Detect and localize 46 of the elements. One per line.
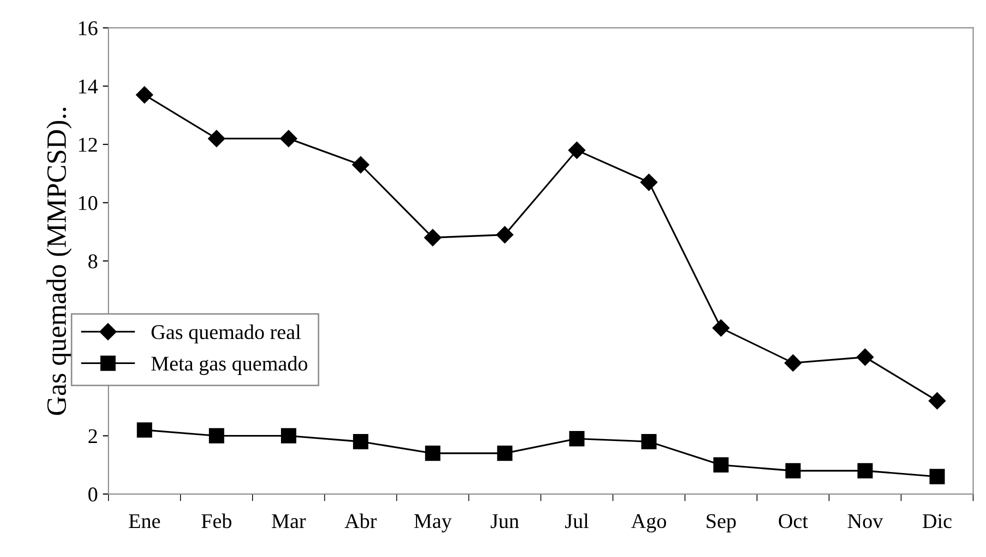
- point: [353, 434, 368, 450]
- point: [930, 468, 945, 484]
- x-tick-label: May: [414, 514, 452, 532]
- point: [641, 434, 657, 450]
- point: [425, 446, 440, 461]
- legend-label: Gas quemado real: [152, 324, 301, 344]
- point: [136, 422, 152, 438]
- x-tick-label: Mar: [272, 514, 306, 528]
- y-tick-label: 0: [88, 487, 98, 502]
- point: [712, 319, 730, 337]
- x-tick-label: Feb: [202, 514, 232, 528]
- point: [280, 130, 298, 148]
- x-tick-label: Oct: [778, 514, 808, 528]
- x-tick-label: Sep: [706, 514, 736, 532]
- point: [208, 428, 224, 444]
- y-axis-title: Gas quemado (MMPCSD)..: [46, 108, 72, 415]
- y-tick-label: 14: [79, 80, 98, 94]
- point: [280, 428, 296, 444]
- point: [784, 354, 802, 372]
- y-tick-label: 16: [79, 21, 98, 36]
- y-tick-label: 8: [88, 254, 98, 268]
- point: [568, 142, 586, 159]
- point: [424, 229, 442, 246]
- x-tick-label: Abr: [344, 514, 377, 528]
- legend-label: Meta gas quemado: [151, 356, 308, 375]
- point: [640, 174, 658, 191]
- x-tick-label: Jun: [490, 514, 519, 528]
- y-tick-label: 12: [79, 138, 97, 152]
- x-tick-label: Ago: [631, 514, 666, 532]
- point: [352, 156, 370, 174]
- point: [928, 392, 946, 410]
- point: [785, 463, 801, 478]
- point: [569, 431, 584, 446]
- x-tick-label: Dic: [922, 514, 952, 528]
- point: [713, 457, 729, 473]
- point: [857, 463, 873, 478]
- y-tick-label: 2: [88, 429, 97, 444]
- point: [856, 348, 874, 366]
- point: [136, 86, 154, 104]
- point: [208, 130, 226, 148]
- x-tick-label: Jul: [565, 514, 589, 528]
- point: [497, 446, 512, 461]
- x-tick-label: Ene: [128, 514, 160, 528]
- x-tick-label: Nov: [848, 514, 884, 528]
- point: [496, 226, 514, 244]
- y-tick-label: 10: [79, 196, 98, 210]
